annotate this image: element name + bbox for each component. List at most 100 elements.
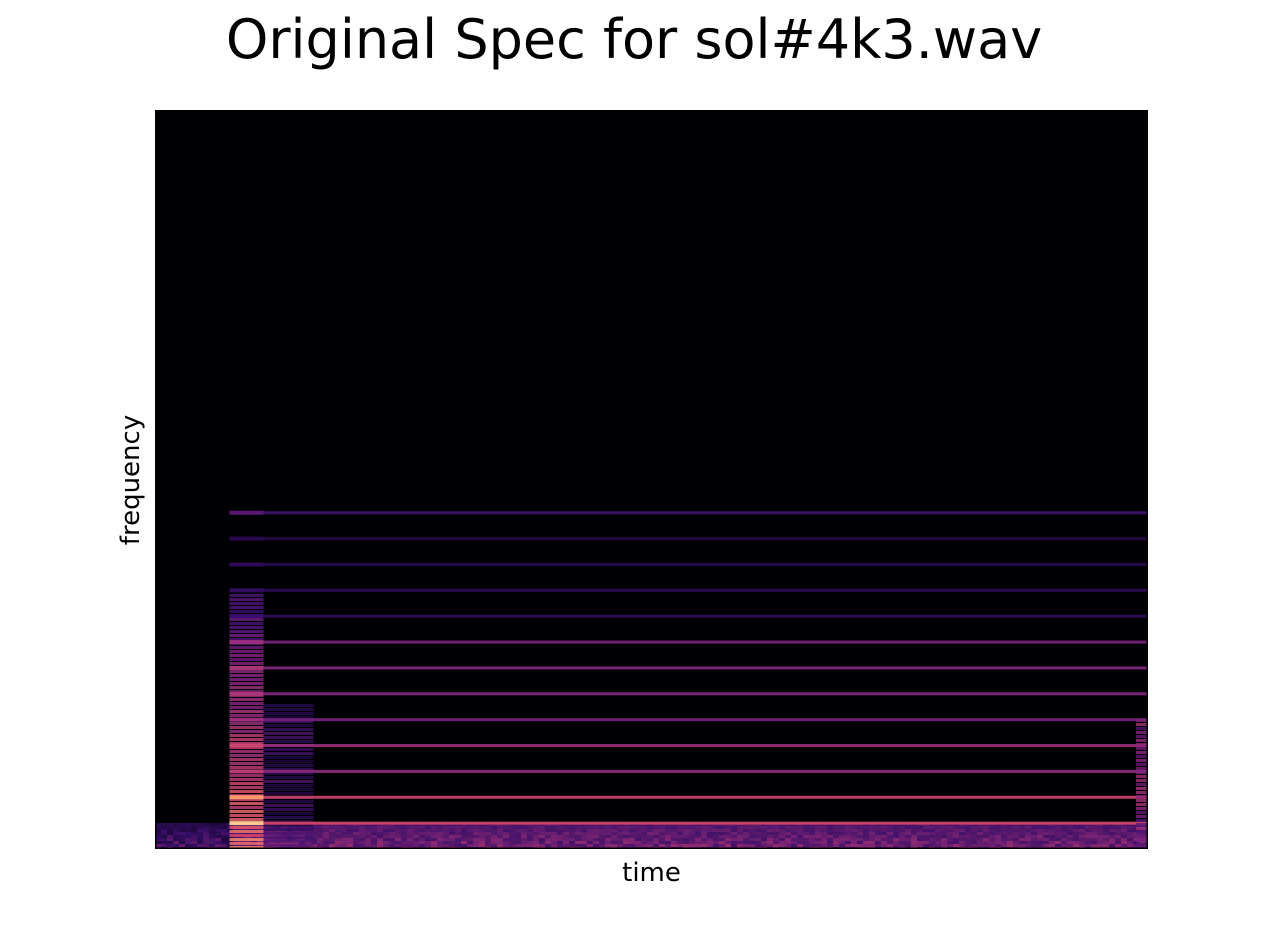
- noise-cell: [1025, 838, 1031, 841]
- noise-cell: [1103, 829, 1109, 832]
- noise-cell: [365, 835, 371, 838]
- noise-cell: [713, 838, 719, 841]
- noise-cell: [419, 832, 425, 835]
- noise-cell: [647, 832, 653, 835]
- noise-cell: [413, 841, 419, 844]
- noise-cell: [893, 835, 899, 838]
- plot-frame: [155, 110, 1148, 849]
- noise-cell: [863, 832, 869, 835]
- noise-cell: [833, 826, 839, 829]
- noise-cell: [617, 826, 623, 829]
- noise-cell: [965, 832, 971, 835]
- noise-cell: [599, 844, 605, 847]
- noise-cell: [887, 844, 893, 847]
- noise-cell: [449, 832, 455, 835]
- noise-cell: [569, 832, 575, 835]
- noise-cell: [371, 841, 377, 844]
- attack-cell: [229, 818, 264, 821]
- noise-cell: [731, 835, 737, 838]
- noise-cell: [719, 844, 725, 847]
- noise-cell: [437, 844, 443, 847]
- noise-cell: [767, 841, 773, 844]
- noise-cell: [929, 835, 935, 838]
- noise-cell: [1115, 832, 1121, 835]
- noise-cell: [1055, 829, 1061, 832]
- noise-cell: [761, 835, 767, 838]
- noise-cell: [785, 826, 791, 829]
- noise-cell: [461, 841, 467, 844]
- noise-cell: [677, 826, 683, 829]
- noise-cell: [353, 838, 359, 841]
- noise-cell: [995, 826, 1001, 829]
- attack-cell: [229, 766, 264, 769]
- noise-cell: [419, 829, 425, 832]
- noise-cell: [1049, 835, 1055, 838]
- noise-cell: [941, 841, 947, 844]
- noise-cell: [755, 841, 761, 844]
- noise-cell: [959, 841, 965, 844]
- harmonic-onset: [229, 562, 264, 567]
- noise-cell: [779, 844, 785, 847]
- noise-cell: [593, 841, 599, 844]
- noise-cell: [929, 832, 935, 835]
- noise-cell: [953, 841, 959, 844]
- noise-cell: [941, 838, 947, 841]
- noise-cell: [917, 835, 923, 838]
- noise-cell: [947, 841, 953, 844]
- noise-cell: [695, 826, 701, 829]
- noise-cell: [929, 838, 935, 841]
- noise-cell: [407, 832, 413, 835]
- noise-cell: [221, 829, 227, 832]
- noise-cell: [1001, 838, 1007, 841]
- attack-cell: [229, 638, 264, 641]
- noise-cell: [1121, 835, 1127, 838]
- noise-cell: [935, 829, 941, 832]
- noise-cell: [1091, 841, 1097, 844]
- noise-cell: [401, 841, 407, 844]
- noise-cell: [713, 826, 719, 829]
- noise-cell: [659, 841, 665, 844]
- noise-cell: [203, 835, 209, 838]
- noise-cell: [1055, 844, 1061, 847]
- noise-cell: [173, 826, 179, 829]
- noise-cell: [977, 832, 983, 835]
- noise-cell: [725, 844, 731, 847]
- noise-cell: [611, 835, 617, 838]
- noise-cell: [269, 826, 275, 829]
- noise-cell: [839, 838, 845, 841]
- noise-cell: [1019, 829, 1025, 832]
- release-cell: [1136, 739, 1147, 742]
- noise-cell: [161, 841, 167, 844]
- release-cell: [1136, 731, 1147, 734]
- noise-cell: [839, 829, 845, 832]
- noise-cell: [179, 826, 185, 829]
- noise-cell: [719, 832, 725, 835]
- noise-cell: [899, 841, 905, 844]
- noise-cell: [221, 838, 227, 841]
- noise-cell: [887, 835, 893, 838]
- noise-cell: [515, 838, 521, 841]
- attack-cell: [229, 602, 264, 605]
- decay-cell: [263, 724, 314, 727]
- noise-cell: [845, 841, 851, 844]
- noise-cell: [743, 829, 749, 832]
- noise-cell: [815, 835, 821, 838]
- noise-cell: [203, 841, 209, 844]
- noise-cell: [995, 841, 1001, 844]
- noise-cell: [527, 832, 533, 835]
- noise-cell: [707, 829, 713, 832]
- noise-cell: [503, 838, 509, 841]
- noise-cell: [659, 826, 665, 829]
- noise-cell: [155, 841, 161, 844]
- noise-cell: [209, 838, 215, 841]
- noise-cell: [179, 841, 185, 844]
- noise-cell: [749, 844, 755, 847]
- noise-cell: [1061, 835, 1067, 838]
- noise-cell: [743, 835, 749, 838]
- decay-cell: [263, 708, 314, 711]
- release-cell: [1136, 743, 1147, 746]
- noise-cell: [749, 826, 755, 829]
- noise-cell: [551, 838, 557, 841]
- noise-cell: [263, 826, 269, 829]
- noise-cell: [1127, 835, 1133, 838]
